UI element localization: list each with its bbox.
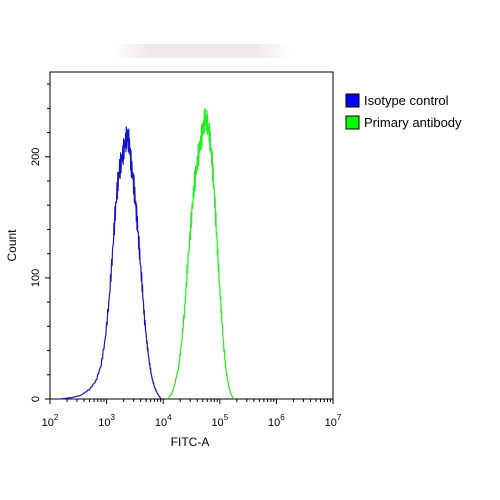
legend-swatch — [345, 115, 360, 130]
y-tick-label: 200 — [30, 148, 42, 166]
x-tick-exponent: 6 — [280, 413, 285, 422]
x-axis-title: FITC-A — [171, 435, 210, 449]
x-tick-label: 104 — [155, 413, 172, 429]
x-tick-base: 10 — [211, 417, 223, 429]
legend-label: Isotype control — [364, 93, 449, 108]
x-tick-label: 106 — [268, 413, 285, 429]
y-tick-label: 100 — [30, 269, 42, 287]
x-tick-label: 103 — [98, 413, 115, 429]
series-layer — [59, 107, 235, 400]
x-tick-base: 10 — [155, 417, 167, 429]
background-smudge — [112, 44, 292, 58]
x-axis-ticks: 102 103 104 105 106 107 — [42, 399, 342, 429]
x-tick-label: 107 — [325, 413, 342, 429]
plot-area — [49, 71, 334, 400]
y-axis-ticks: 0 100 200 — [30, 83, 50, 402]
x-tick-exponent: 7 — [337, 413, 342, 422]
legend: Isotype control Primary antibody — [345, 93, 462, 130]
x-tick-exponent: 5 — [224, 413, 229, 422]
y-axis-title: Count — [5, 229, 19, 262]
x-tick-base: 10 — [42, 417, 54, 429]
x-tick-label: 102 — [42, 413, 59, 429]
series-line-isotype — [59, 126, 162, 400]
x-tick-exponent: 4 — [167, 413, 172, 422]
x-tick-label: 105 — [211, 413, 228, 429]
x-tick-exponent: 3 — [110, 413, 115, 422]
legend-swatch — [345, 93, 360, 108]
plot-frame — [49, 71, 334, 400]
x-tick-base: 10 — [268, 417, 280, 429]
x-tick-exponent: 2 — [54, 413, 59, 422]
x-tick-base: 10 — [325, 417, 337, 429]
x-tick-base: 10 — [98, 417, 110, 429]
y-tick-label: 0 — [30, 396, 42, 402]
legend-label: Primary antibody — [364, 115, 462, 130]
series-line-primary — [167, 107, 235, 400]
